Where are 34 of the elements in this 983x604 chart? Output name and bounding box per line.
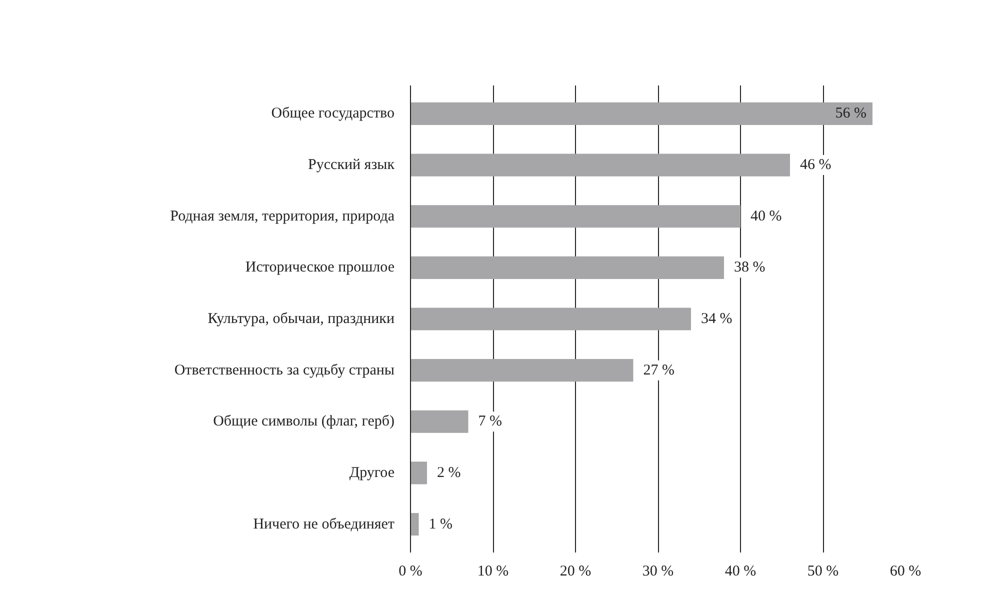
- bar: [410, 512, 419, 536]
- data-label: 7 %: [478, 414, 502, 430]
- bar: [410, 256, 724, 279]
- y-tick-label: Русский язык: [308, 157, 396, 174]
- x-tick-label: 10 %: [477, 564, 509, 580]
- y-tick-label: Ответственность за судьбу страны: [174, 362, 395, 378]
- bar: [410, 102, 872, 126]
- bar: [410, 359, 634, 382]
- x-tick-label: 30 %: [642, 564, 674, 580]
- y-tick-label: Историческое прошлое: [245, 260, 395, 276]
- data-label: 40 %: [750, 208, 782, 224]
- data-label: 56 %: [835, 106, 867, 122]
- y-tick-label: Общее государство: [271, 106, 395, 122]
- data-label: 27 %: [643, 362, 674, 378]
- bar: [410, 154, 790, 176]
- y-tick-label: Ничего не объединяет: [253, 516, 395, 532]
- x-tick-label: 0 %: [398, 564, 422, 580]
- y-tick-label: Родная земля, территория, природа: [170, 208, 395, 224]
- y-tick-label: Общие символы (флаг, герб): [213, 414, 395, 430]
- bar: [410, 308, 691, 330]
- data-label: 38 %: [734, 260, 766, 276]
- bar: [410, 205, 740, 228]
- x-tick-label: 60 %: [890, 564, 922, 580]
- data-label: 46 %: [800, 157, 832, 174]
- data-label: 2 %: [437, 464, 461, 481]
- x-tick-label: 50 %: [807, 564, 839, 580]
- y-tick-label: Культура, обычаи, праздники: [208, 311, 395, 327]
- x-tick-label: 20 %: [560, 564, 592, 580]
- data-label: 1 %: [428, 516, 452, 532]
- bar: [410, 410, 468, 433]
- bar: [410, 462, 427, 484]
- x-tick-label: 40 %: [724, 564, 756, 580]
- data-label: 34 %: [701, 311, 732, 327]
- y-tick-label: Другое: [349, 464, 395, 481]
